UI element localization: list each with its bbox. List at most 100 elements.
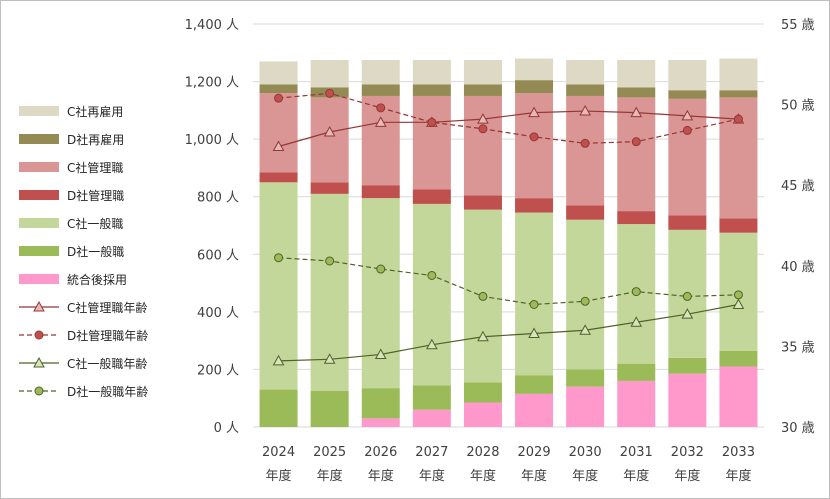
line-point — [733, 114, 743, 124]
x-tick-label: 年度 — [266, 468, 292, 484]
y-left-tick-label: 200 人 — [197, 363, 239, 378]
bar-segment — [566, 205, 605, 220]
y-right-tick-label: 30 歳 — [781, 421, 815, 436]
legend-label: C社管理職 — [67, 160, 123, 175]
line-point — [323, 353, 336, 364]
line-series — [272, 298, 745, 366]
bar-segment — [310, 391, 349, 427]
line-point — [374, 116, 387, 127]
legend-swatch — [19, 190, 59, 200]
bar-segment — [617, 380, 656, 427]
bar-segment — [412, 189, 451, 204]
line-path — [278, 110, 739, 148]
bar-segment — [719, 350, 758, 367]
line-point — [477, 330, 489, 342]
line-path — [278, 303, 739, 362]
x-tick-label: 2033 — [722, 445, 755, 460]
line-point — [325, 256, 335, 266]
bar-segment — [361, 59, 400, 85]
x-tick-label: 年度 — [419, 468, 445, 484]
legend-label: 統合後採用 — [67, 272, 127, 287]
bar-segment — [515, 393, 554, 427]
line-point — [376, 103, 386, 113]
y-right-tick-label: 55 歳 — [781, 18, 815, 33]
line-point — [631, 287, 641, 297]
bar-segment — [617, 211, 656, 225]
bar-segment — [668, 59, 707, 91]
bar-segment — [566, 84, 605, 96]
bar-segment — [463, 382, 502, 403]
bar-segment — [515, 375, 554, 394]
bar-segment — [515, 58, 554, 81]
y-left-tick-label: 400 人 — [197, 306, 239, 321]
line-point — [274, 253, 284, 263]
line-point — [682, 125, 692, 135]
line-point — [325, 88, 335, 98]
line-series — [274, 253, 743, 309]
line-point — [427, 270, 437, 280]
line-point — [477, 113, 489, 124]
x-tick-label: 2024 — [262, 445, 295, 460]
y-left-tick-label: 600 人 — [197, 248, 239, 263]
line-point — [529, 299, 539, 309]
bar-segment — [566, 219, 605, 370]
x-tick-label: 年度 — [470, 468, 496, 484]
x-tick-label: 2028 — [466, 445, 499, 460]
legend-label: D社再雇用 — [67, 132, 124, 147]
legend-label: D社一般職年齢 — [67, 384, 148, 399]
line-point — [579, 324, 591, 335]
bar-segment — [719, 218, 758, 233]
bar-segment — [259, 172, 298, 183]
bar-segment — [463, 59, 502, 85]
bar-segment — [259, 389, 298, 427]
bar-segment — [412, 84, 451, 96]
bar-segment — [310, 97, 349, 183]
legend-marker — [33, 356, 45, 368]
line-point — [478, 124, 488, 134]
x-tick-label: 2032 — [671, 445, 704, 460]
legend-swatch — [19, 106, 59, 116]
line-point — [529, 132, 539, 142]
bar-segment — [515, 80, 554, 94]
legend-swatch — [19, 218, 59, 228]
line-point — [478, 291, 488, 301]
legend-label: D社一般職 — [67, 244, 124, 259]
line-point — [681, 109, 694, 121]
bar-segment — [719, 366, 758, 427]
bar-segment — [668, 357, 707, 374]
x-tick-label: 2027 — [415, 445, 448, 460]
line-point — [681, 308, 694, 319]
legend-marker — [34, 330, 44, 340]
line-point — [323, 125, 336, 137]
x-tick-label: 年度 — [317, 468, 343, 484]
legend-marker — [33, 300, 45, 312]
legend-label: C社管理職年齢 — [67, 300, 147, 315]
bar-segment — [259, 84, 298, 94]
line-point — [376, 264, 386, 274]
y-left-tick-label: 800 人 — [197, 191, 239, 206]
legend-marker — [34, 386, 44, 396]
bar-segment — [412, 385, 451, 410]
legend-swatch — [19, 134, 59, 144]
line-point — [426, 338, 438, 350]
y-left-tick-label: 1,200 人 — [185, 76, 239, 91]
x-tick-label: 年度 — [623, 468, 649, 484]
legend-label: C社一般職 — [67, 216, 123, 231]
bar-segment — [566, 59, 605, 85]
line-series — [274, 88, 743, 148]
line-point — [272, 140, 285, 152]
line-point — [528, 106, 540, 118]
x-tick-label: 2030 — [569, 445, 602, 460]
x-tick-label: 年度 — [521, 468, 547, 484]
bar-segment — [668, 90, 707, 99]
y-right-tick-label: 35 歳 — [781, 340, 815, 355]
bar-segment — [412, 59, 451, 85]
bar-segment — [719, 90, 758, 98]
bar-segment — [463, 95, 502, 196]
bar-segment — [310, 182, 349, 194]
bar-segment — [361, 388, 400, 419]
bar-segment — [259, 61, 298, 85]
